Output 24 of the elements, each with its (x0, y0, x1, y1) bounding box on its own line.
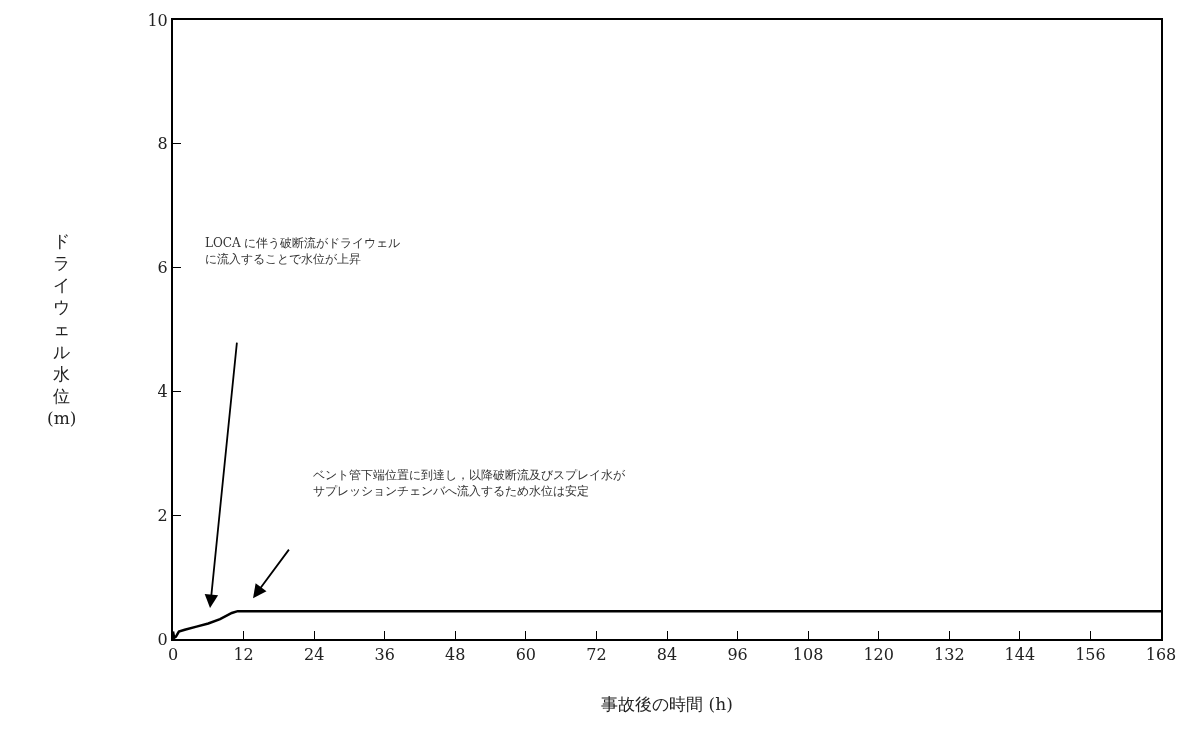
x-tick-label: 12 (233, 645, 254, 665)
x-tick-label: 120 (863, 645, 894, 665)
y-tick-label: 4 (157, 382, 168, 401)
y-tick-label: 6 (157, 258, 168, 278)
x-tick-label: 156 (1075, 645, 1106, 665)
x-tick-label: 24 (303, 645, 325, 665)
y-tick-label: 0 (157, 629, 168, 649)
text: ドライウェル水位(m) (47, 231, 77, 428)
x-tick-label: 108 (792, 645, 824, 665)
y-tick-label: 2 (157, 505, 168, 525)
x-tick-label: 132 (934, 645, 965, 665)
x-tick-label: 36 (374, 645, 395, 665)
annotation: LOCA に伴う破断流がドライウェルに流入することで水位が上昇 (205, 236, 401, 266)
y-tick-label: 8 (157, 134, 168, 154)
x-axis-title: 事故後の時間 (h) (601, 694, 733, 715)
x-tick-label: 48 (445, 645, 466, 665)
x-tick-label: 72 (586, 645, 607, 665)
annotation: ベント管下端位置に到達し，以降破断流及びスプレイ水がサプレッションチェンバへ流入するため水位は安定 (313, 468, 626, 498)
x-tick-label: 84 (656, 645, 678, 665)
x-tick-label: 96 (727, 645, 748, 665)
x-tick-label: 60 (515, 645, 537, 665)
y-tick-label: 10 (147, 10, 168, 30)
x-tick-label: 144 (1004, 645, 1036, 665)
x-tick-label: 168 (1145, 645, 1177, 665)
